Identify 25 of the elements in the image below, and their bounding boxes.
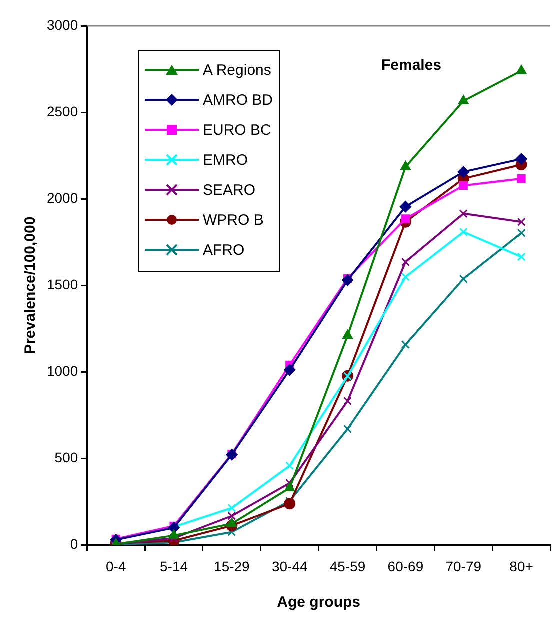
legend-label: EMRO bbox=[203, 152, 248, 168]
legend-label: A Regions bbox=[203, 62, 272, 78]
x-tick-label: 15-29 bbox=[214, 558, 250, 574]
x-tick-label: 70-79 bbox=[446, 558, 482, 574]
legend-label: WPRO B bbox=[203, 212, 264, 228]
y-tick-label: 1000 bbox=[46, 362, 78, 379]
x-tick-label: 30-44 bbox=[272, 558, 308, 574]
x-tick-label: 80+ bbox=[510, 558, 534, 574]
x-tick-label: 45-59 bbox=[330, 558, 366, 574]
x-tick-label: 60-69 bbox=[388, 558, 424, 574]
x-axis-title: Age groups bbox=[277, 594, 360, 612]
legend-label: EURO BC bbox=[203, 122, 272, 138]
legend-label: SEARO bbox=[203, 182, 256, 198]
legend-label: AMRO BD bbox=[203, 92, 274, 108]
y-tick-label: 3000 bbox=[46, 16, 78, 33]
x-tick-label: 0-4 bbox=[106, 558, 126, 574]
y-tick-label: 2000 bbox=[46, 190, 78, 206]
x-tick-label: 5-14 bbox=[160, 558, 188, 574]
y-axis-title: Prevalence/100,000 bbox=[22, 216, 40, 354]
y-tick-label: 1500 bbox=[46, 276, 78, 292]
legend-label: AFRO bbox=[203, 242, 245, 258]
text: Females bbox=[381, 57, 442, 74]
y-tick-label: 2500 bbox=[46, 103, 78, 120]
y-tick-label: 500 bbox=[54, 450, 78, 466]
y-tick-label: 0 bbox=[70, 536, 78, 552]
